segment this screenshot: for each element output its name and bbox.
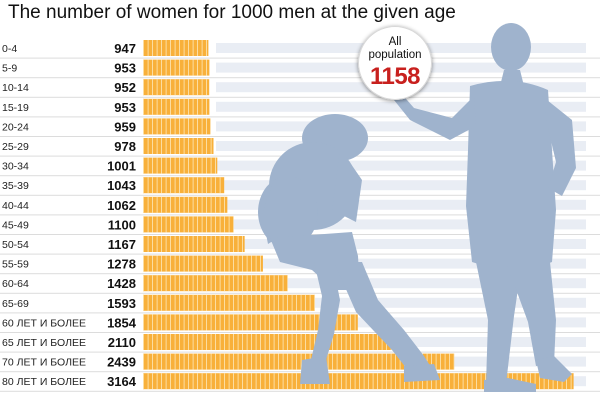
bar-track bbox=[216, 141, 586, 151]
row-divider bbox=[0, 371, 600, 373]
value-label: 1428 bbox=[107, 276, 136, 291]
category-label: 80 ЛЕТ И БОЛЕЕ bbox=[2, 376, 86, 388]
bar-track bbox=[216, 219, 586, 230]
category-label: 65 ЛЕТ И БОЛЕЕ bbox=[2, 337, 86, 349]
bar-track bbox=[216, 121, 586, 132]
bar-texture bbox=[143, 118, 211, 135]
value-label: 1854 bbox=[107, 315, 137, 330]
value-label: 953 bbox=[114, 61, 136, 76]
category-label: 20-24 bbox=[2, 121, 29, 133]
row-divider bbox=[0, 292, 600, 294]
value-label: 947 bbox=[114, 41, 136, 56]
bar-texture bbox=[143, 294, 315, 311]
category-label: 65-69 bbox=[2, 298, 29, 310]
all-population-label: All population bbox=[368, 36, 422, 61]
value-label: 2439 bbox=[107, 355, 136, 370]
value-label: 1062 bbox=[107, 198, 136, 213]
row-divider bbox=[0, 351, 600, 353]
category-label: 40-44 bbox=[2, 200, 29, 212]
bar-texture bbox=[143, 334, 400, 350]
bar-track bbox=[216, 258, 586, 269]
category-label: 60 ЛЕТ И БОЛЕЕ bbox=[2, 317, 86, 329]
category-label: 70 ЛЕТ И БОЛЕЕ bbox=[2, 357, 86, 369]
value-label: 959 bbox=[114, 119, 136, 134]
category-label: 15-19 bbox=[2, 102, 29, 114]
category-label: 30-34 bbox=[2, 161, 29, 173]
bar-texture bbox=[143, 216, 234, 233]
value-label: 1001 bbox=[107, 159, 136, 174]
row-divider bbox=[0, 116, 600, 118]
value-label: 978 bbox=[114, 139, 136, 154]
bar-texture bbox=[143, 40, 209, 56]
row-divider bbox=[0, 57, 600, 59]
value-label: 1100 bbox=[108, 217, 136, 232]
value-label: 1593 bbox=[107, 296, 136, 311]
bar-texture bbox=[143, 236, 245, 252]
category-label: 0-4 bbox=[2, 43, 17, 55]
row-divider bbox=[0, 214, 600, 216]
bar-texture bbox=[143, 157, 218, 174]
all-population-callout: All population 1158 bbox=[358, 26, 432, 100]
bar-track bbox=[216, 199, 586, 210]
category-label: 25-29 bbox=[2, 141, 29, 153]
bar-track bbox=[216, 180, 586, 191]
bar-texture bbox=[143, 177, 225, 194]
bar-track bbox=[216, 239, 586, 249]
row-divider bbox=[0, 234, 600, 235]
row-divider bbox=[0, 194, 600, 196]
bar-texture bbox=[143, 196, 228, 213]
row-divider bbox=[0, 77, 600, 79]
bar-texture bbox=[143, 373, 574, 390]
row-divider bbox=[0, 312, 600, 314]
value-label: 952 bbox=[114, 80, 136, 95]
row-divider bbox=[0, 390, 600, 392]
category-label: 10-14 bbox=[2, 82, 29, 94]
bar-track bbox=[216, 101, 586, 112]
value-label: 953 bbox=[114, 100, 136, 115]
category-label: 60-64 bbox=[2, 278, 29, 290]
value-label: 1043 bbox=[107, 178, 136, 193]
bar-texture bbox=[143, 98, 210, 115]
all-population-value: 1158 bbox=[369, 63, 421, 90]
value-label: 1278 bbox=[107, 257, 136, 272]
category-label: 35-39 bbox=[2, 180, 29, 192]
row-divider bbox=[0, 136, 600, 137]
bar-track bbox=[216, 160, 586, 171]
row-divider bbox=[0, 253, 600, 255]
category-label: 55-59 bbox=[2, 259, 29, 271]
bar-texture bbox=[143, 314, 358, 331]
row-divider bbox=[0, 96, 600, 98]
row-divider bbox=[0, 155, 600, 157]
bar-texture bbox=[143, 138, 214, 154]
row-divider bbox=[0, 332, 600, 333]
category-label: 45-49 bbox=[2, 219, 29, 231]
bar-texture bbox=[143, 59, 210, 76]
bar-texture bbox=[143, 275, 288, 292]
bar-texture bbox=[143, 353, 455, 370]
category-label: 50-54 bbox=[2, 239, 29, 251]
bar-texture bbox=[143, 255, 263, 272]
bar-texture bbox=[143, 79, 210, 96]
row-divider bbox=[0, 175, 600, 177]
value-label: 3164 bbox=[107, 374, 137, 389]
value-label: 2110 bbox=[108, 335, 136, 350]
category-label: 5-9 bbox=[2, 63, 17, 75]
value-label: 1167 bbox=[108, 237, 136, 252]
row-divider bbox=[0, 273, 600, 275]
chart-title: The number of women for 1000 men at the … bbox=[8, 2, 456, 23]
